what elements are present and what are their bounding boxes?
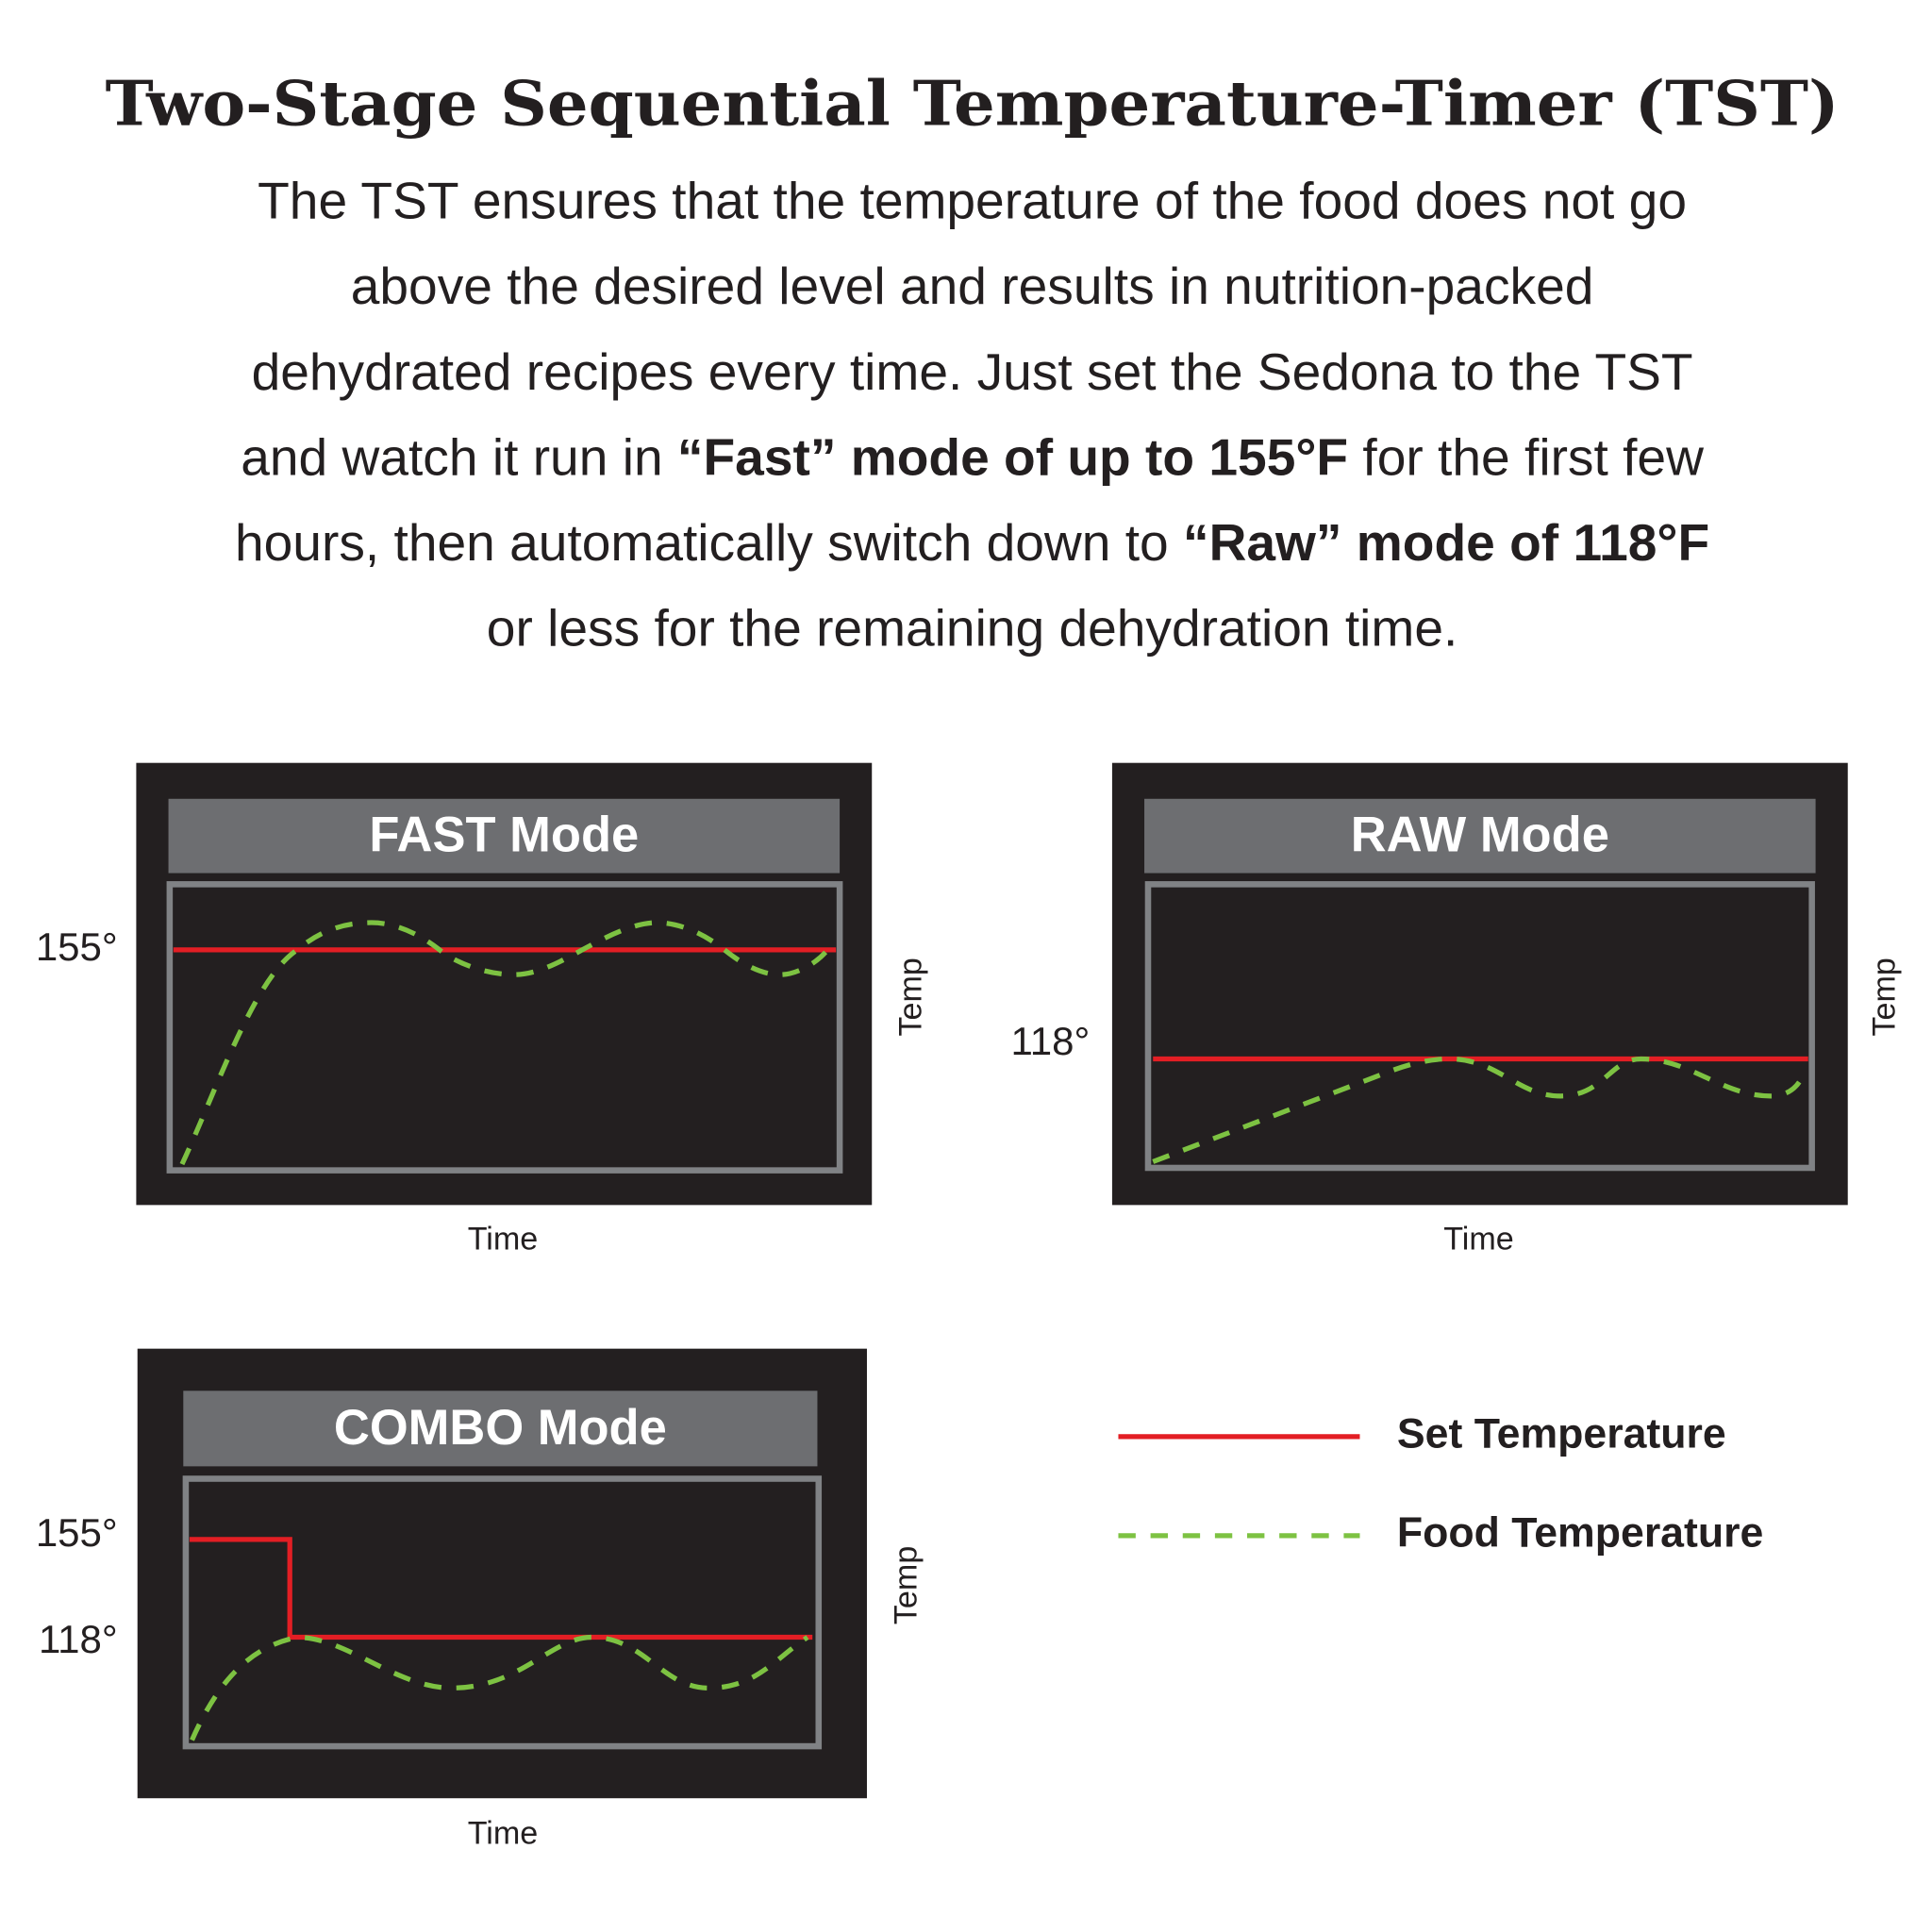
x-axis-label: Time [1443, 1221, 1514, 1257]
y-label: 118° [39, 1617, 118, 1661]
y-axis-label: Temp [1866, 958, 1902, 1036]
paragraph-line: The TST ensures that the temperature of … [258, 171, 1687, 229]
paragraph-text: above the desired level and results in n… [351, 257, 1594, 315]
paragraph-text: “Fast” mode of up to 155°F [677, 427, 1348, 486]
paragraph-line: dehydrated recipes every time. Just set … [252, 341, 1693, 400]
panel-title: FAST Mode [369, 808, 639, 863]
paragraph-text: or less for the remaining dehydration ti… [487, 598, 1458, 657]
paragraph-line: or less for the remaining dehydration ti… [487, 598, 1458, 657]
set-temperature-line [189, 1537, 813, 1641]
paragraph-text: The TST ensures that the temperature of … [258, 171, 1687, 229]
plot-frame [182, 1475, 823, 1750]
panel-title: COMBO Mode [334, 1400, 667, 1456]
paragraph-text: hours, then automatically switch down to [235, 513, 1183, 572]
y-label: 155° [36, 924, 118, 969]
panel-header [1144, 798, 1816, 874]
food-temperature-line [190, 1634, 809, 1741]
paragraph-text: for the first few [1348, 427, 1704, 486]
x-axis-label: Time [468, 1221, 539, 1257]
legend-label: Food Temperature [1397, 1510, 1763, 1557]
paragraph-line: and watch it run in “Fast” mode of up to… [241, 427, 1704, 486]
legend-label: Set Temperature [1397, 1411, 1726, 1457]
paragraph-line: above the desired level and results in n… [351, 257, 1594, 315]
y-axis-label: Temp [893, 958, 929, 1036]
paragraph-text: and watch it run in [241, 427, 677, 486]
food-temperature-line [1152, 1056, 1805, 1164]
panel-title: RAW Mode [1351, 808, 1609, 863]
panel-header [183, 1391, 818, 1467]
plot-frame [166, 881, 843, 1174]
title: Two-Stage Sequential Temperature-Timer (… [106, 68, 1840, 141]
paragraph-text: “Raw” mode of 118°F [1183, 513, 1709, 572]
paragraph-text: dehydrated recipes every time. Just set … [252, 341, 1693, 400]
y-label: 118° [1011, 1019, 1091, 1063]
y-label: 155° [36, 1510, 118, 1555]
plot-frame [1144, 881, 1815, 1172]
y-axis-label: Temp [888, 1546, 924, 1624]
x-axis-label: Time [468, 1816, 539, 1852]
paragraph-line: hours, then automatically switch down to… [235, 513, 1709, 572]
panel-header [168, 798, 841, 874]
